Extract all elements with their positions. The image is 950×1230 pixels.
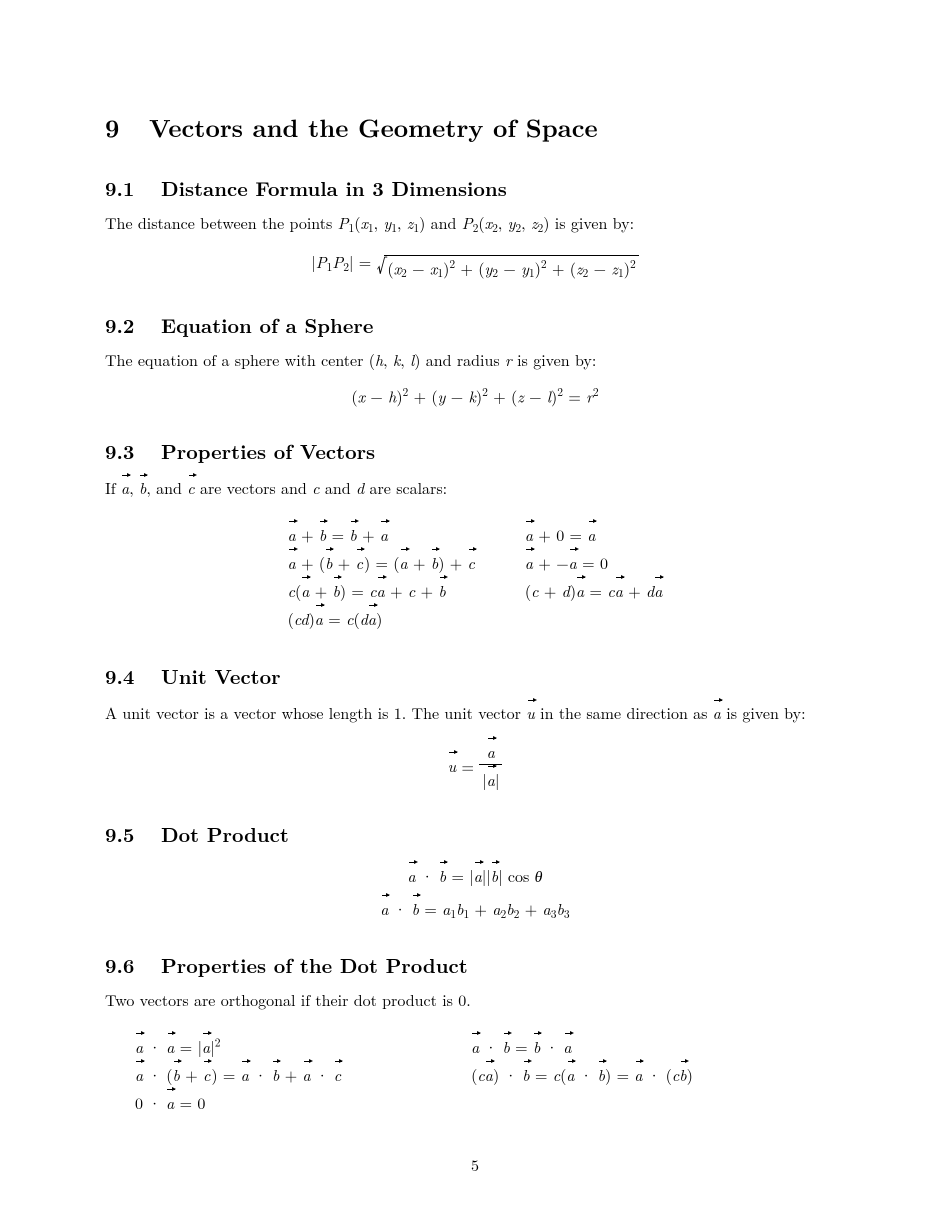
section-number: 9	[105, 110, 149, 145]
body-text: The equation of a sphere with center (h,…	[105, 349, 845, 371]
subsection-title: Properties of Vectors	[161, 436, 375, 465]
subsection-heading: 9.3Properties of Vectors	[105, 436, 845, 465]
subsection-number: 9.2	[105, 310, 161, 339]
subsection-number: 9.3	[105, 436, 161, 465]
dot-product-properties: a · a = |a|2 a · (b + c ) = a · b + a · …	[135, 1030, 845, 1117]
equation-sphere: (x − h)2 + (y − k)2 + (z − l)2 = r2	[105, 384, 845, 407]
section-title: Vectors and the Geometry of Space	[149, 110, 598, 145]
body-text: If a, b, and c are vectors and c and d a…	[105, 475, 845, 499]
subsection-title: Unit Vector	[161, 661, 281, 690]
body-text: The distance between the points P1(x1, y…	[105, 212, 845, 236]
subsection-title: Distance Formula in 3 Dimensions	[161, 173, 507, 202]
subsection-title: Equation of a Sphere	[161, 310, 373, 339]
vector-properties-left: a + b = b + a a + (b + c ) = (a + b) + c…	[288, 518, 475, 633]
page-number: 5	[0, 1153, 950, 1176]
subsection-number: 9.1	[105, 173, 161, 202]
subsection-title: Properties of the Dot Product	[161, 950, 468, 979]
subsection-heading: 9.5Dot Product	[105, 819, 845, 848]
dot-properties-left: a · a = |a|2 a · (b + c ) = a · b + a · …	[135, 1030, 341, 1117]
body-text: A unit vector is a vector whose length i…	[105, 700, 845, 724]
subsection-number: 9.5	[105, 819, 161, 848]
subsection-title: Dot Product	[161, 819, 289, 848]
vector-properties: a + b = b + a a + (b + c ) = (a + b) + c…	[105, 518, 845, 633]
subsection-number: 9.6	[105, 950, 161, 979]
equation-distance: |P1P2| = √(x2 − x1)2 + (y2 − y1)2 + (z2 …	[105, 250, 845, 281]
body-text: Two vectors are orthogonal if their dot …	[105, 989, 845, 1011]
equation-dot-product: a · b = |a||b| cos θ a · b = a1b1 + a2b2…	[105, 862, 845, 922]
subsection-number: 9.4	[105, 661, 161, 690]
page: 9Vectors and the Geometry of Space 9.1Di…	[0, 0, 950, 1230]
dot-properties-right: a · b = b · a (ca) · b = c(a · b) = a · …	[471, 1030, 693, 1117]
subsection-heading: 9.2Equation of a Sphere	[105, 310, 845, 339]
section-heading: 9Vectors and the Geometry of Space	[105, 110, 845, 145]
equation-unit-vector: u = a|a|	[105, 738, 845, 791]
subsection-heading: 9.6Properties of the Dot Product	[105, 950, 845, 979]
vector-properties-right: a + 0 = a a + −a = 0 (c + d)a = ca + da	[525, 518, 662, 633]
subsection-heading: 9.4Unit Vector	[105, 661, 845, 690]
subsection-heading: 9.1Distance Formula in 3 Dimensions	[105, 173, 845, 202]
